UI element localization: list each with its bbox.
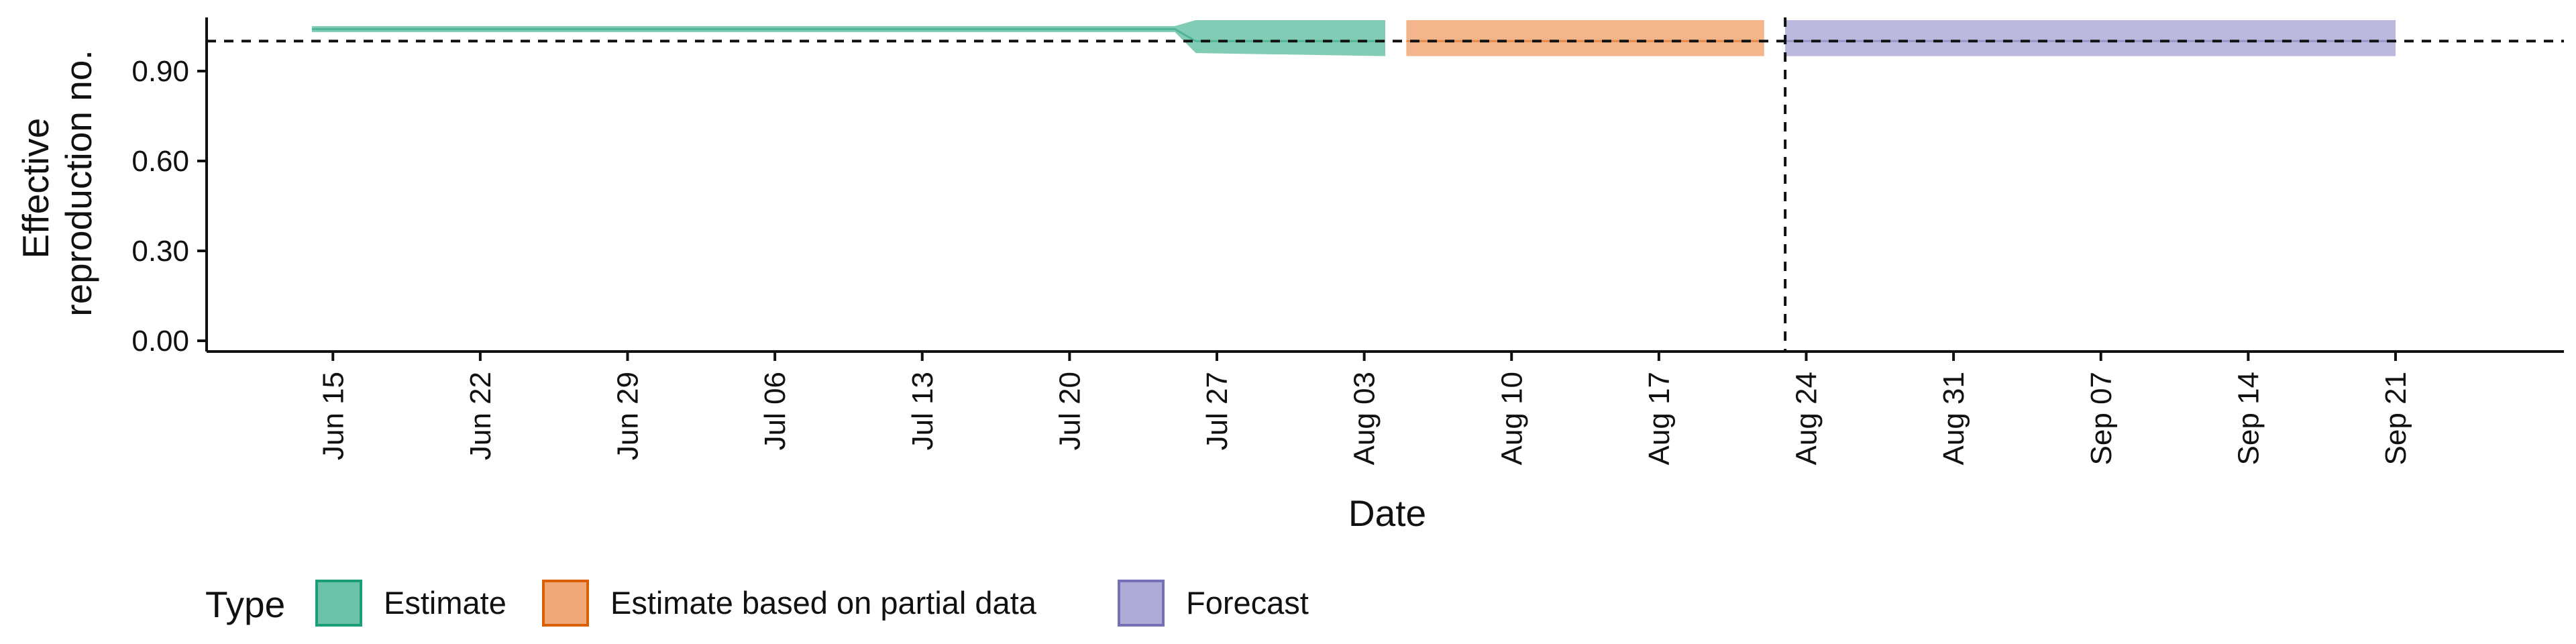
legend-title: Type	[205, 584, 285, 625]
y-axis-title-line-1: Effective	[15, 118, 56, 259]
x-tick-label: Aug 24	[1790, 372, 1823, 465]
legend-swatch	[1118, 580, 1165, 627]
x-tick-label: Jul 13	[906, 372, 939, 450]
axes	[205, 17, 2564, 353]
ribbon-forecast	[1785, 20, 2396, 56]
legend: Type Estimate Estimate based on partial d…	[205, 580, 1309, 627]
legend-item-label: Estimate based on partial data	[610, 585, 1037, 621]
legend-swatch	[542, 580, 589, 627]
x-tick-label: Jun 22	[464, 372, 497, 460]
y-tick-label: 0.90	[131, 55, 189, 88]
x-tick-label: Jun 29	[612, 372, 645, 460]
x-tick-label: Sep 07	[2085, 372, 2118, 465]
legend-item-label: Forecast	[1186, 585, 1309, 621]
ribbon-estimate-based-on-partial-data	[1406, 20, 1764, 56]
y-axis-ticks: 0.00 0.30 0.60 0.90	[131, 55, 207, 358]
reference-line-layer	[207, 17, 2564, 352]
legend-swatch	[315, 580, 362, 627]
x-tick-label: Jul 20	[1053, 372, 1086, 450]
x-tick-label: Jul 27	[1201, 372, 1234, 450]
ribbon-estimate	[311, 20, 1385, 56]
y-axis-title: Effective reproduction no.	[15, 50, 99, 317]
x-axis-ticks: Jun 15 Jun 22 Jun 29 Jul 06 Jul 13 Jul 20 Jul …	[317, 352, 2412, 465]
y-axis-title-line-2: reproduction no.	[58, 50, 99, 317]
ribbon-layer	[311, 20, 2396, 56]
x-tick-label: Aug 31	[1937, 372, 1970, 465]
x-tick-label: Aug 03	[1348, 372, 1381, 465]
x-tick-label: Jul 06	[759, 372, 792, 450]
y-tick-label: 0.60	[131, 145, 189, 178]
y-tick-label: 0.30	[131, 235, 189, 268]
x-tick-label: Sep 14	[2232, 372, 2265, 465]
x-tick-label: Aug 17	[1643, 372, 1676, 465]
x-axis-title: Date	[1348, 492, 1426, 534]
x-tick-label: Jun 15	[317, 372, 350, 460]
x-tick-label: Sep 21	[2379, 372, 2412, 465]
x-tick-label: Aug 10	[1495, 372, 1528, 465]
y-tick-label: 0.00	[131, 325, 189, 358]
legend-item-label: Estimate	[384, 585, 506, 621]
